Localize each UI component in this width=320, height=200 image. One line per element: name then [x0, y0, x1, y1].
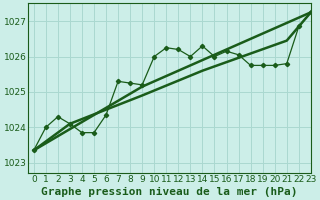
- X-axis label: Graphe pression niveau de la mer (hPa): Graphe pression niveau de la mer (hPa): [41, 186, 298, 197]
